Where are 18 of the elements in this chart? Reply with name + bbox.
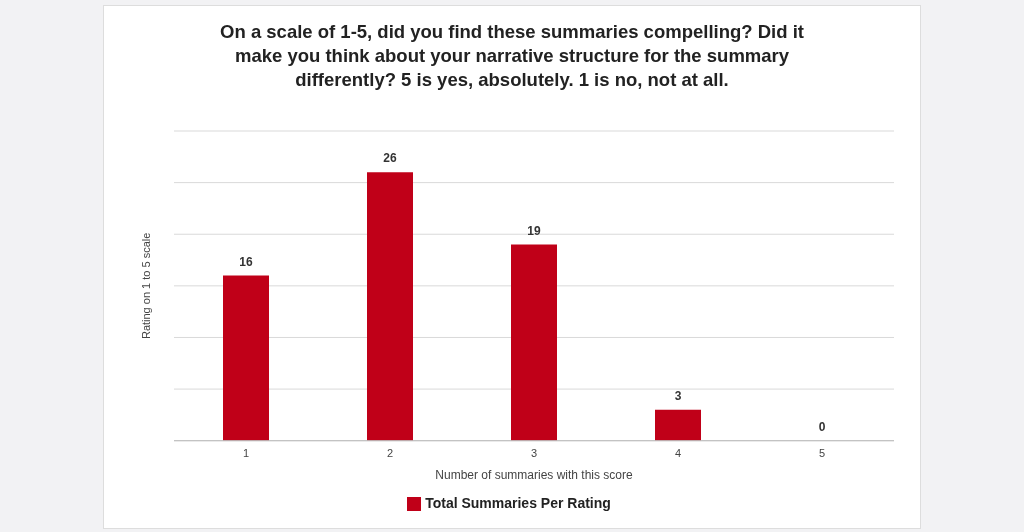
data-label: 16 bbox=[239, 254, 253, 269]
bar bbox=[367, 172, 413, 441]
data-label: 3 bbox=[674, 388, 682, 403]
data-label: 0 bbox=[818, 419, 826, 434]
y-axis-title: Rating on 1 to 5 scale bbox=[139, 232, 152, 340]
x-tick-label: 2 bbox=[386, 446, 394, 459]
x-tick-label: 1 bbox=[242, 446, 250, 459]
x-tick-label: 5 bbox=[818, 446, 826, 459]
data-label: 19 bbox=[527, 223, 541, 238]
bar bbox=[511, 244, 557, 441]
x-tick-label: 4 bbox=[674, 446, 682, 459]
data-label: 26 bbox=[383, 151, 397, 166]
x-axis-title: Number of summaries with this score bbox=[435, 467, 634, 482]
bar bbox=[223, 275, 269, 441]
legend-label: Total Summaries Per Rating bbox=[425, 494, 611, 511]
chart-title: On a scale of 1-5, did you find these summaries compelling? Did it make you think about your narrative structure for the summary differently? 5 is yes, absolutely. 1 is no, not at all. bbox=[219, 20, 805, 92]
x-tick-label: 3 bbox=[530, 446, 538, 459]
bar bbox=[655, 409, 701, 441]
